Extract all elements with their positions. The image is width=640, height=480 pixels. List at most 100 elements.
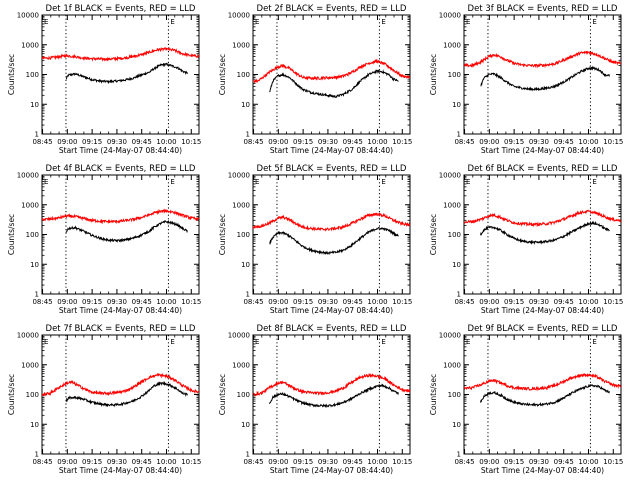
x-tick-label: 09:30 bbox=[107, 298, 127, 306]
x-tick-label: 10:15 bbox=[603, 138, 623, 146]
x-tick-label: 09:45 bbox=[132, 458, 152, 466]
x-tick-label: 10:15 bbox=[603, 458, 623, 466]
y-tick-label: 10000 bbox=[439, 172, 461, 180]
x-tick-label: 09:00 bbox=[268, 458, 288, 466]
x-tick-label: 09:00 bbox=[479, 298, 499, 306]
x-tick-label: 09:00 bbox=[57, 298, 77, 306]
x-tick-label: 09:15 bbox=[293, 458, 313, 466]
x-tick-label: 10:00 bbox=[578, 138, 598, 146]
y-axis-label: Counts/sec bbox=[7, 54, 16, 95]
x-tick-label: 09:15 bbox=[504, 458, 524, 466]
events-series-line bbox=[65, 380, 188, 408]
y-tick-label: 10000 bbox=[228, 12, 250, 20]
events-series-line bbox=[480, 65, 610, 92]
x-axis-label: Start Time (24-May-07 08:44:40) bbox=[481, 306, 604, 315]
x-tick-label: 08:45 bbox=[32, 298, 52, 306]
y-tick-label: 10000 bbox=[17, 172, 39, 180]
y-tick-label: 10000 bbox=[17, 12, 39, 20]
x-tick-label: 08:45 bbox=[243, 138, 263, 146]
marker-label-end: E bbox=[170, 18, 174, 26]
x-tick-label: 09:15 bbox=[293, 138, 313, 146]
x-tick-label: 09:30 bbox=[107, 138, 127, 146]
x-tick-label: 09:30 bbox=[529, 458, 549, 466]
x-tick-label: 08:45 bbox=[32, 458, 52, 466]
y-tick-label: 100 bbox=[26, 71, 39, 79]
marker-label-end: E bbox=[592, 178, 596, 186]
panel-title: Det 1f BLACK = Events, RED = LLD bbox=[46, 4, 196, 14]
y-tick-label: 1000 bbox=[232, 361, 250, 369]
y-tick-label: 10000 bbox=[228, 332, 250, 340]
x-tick-label: 09:15 bbox=[293, 298, 313, 306]
y-tick-label: 1000 bbox=[443, 41, 461, 49]
y-tick-label: 10 bbox=[452, 101, 461, 109]
x-tick-label: 10:00 bbox=[367, 138, 387, 146]
x-tick-label: 08:45 bbox=[243, 298, 263, 306]
y-tick-label: 1 bbox=[246, 451, 250, 459]
y-tick-label: 1 bbox=[457, 451, 461, 459]
x-tick-label: 09:30 bbox=[529, 138, 549, 146]
lld-series-line bbox=[464, 209, 621, 228]
y-tick-label: 1000 bbox=[21, 201, 39, 209]
x-axis-label: Start Time (24-May-07 08:44:40) bbox=[59, 146, 182, 155]
y-tick-label: 10000 bbox=[17, 332, 39, 340]
panel-title: Det 4f BLACK = Events, RED = LLD bbox=[46, 164, 196, 174]
x-axis-label: Start Time (24-May-07 08:44:40) bbox=[481, 466, 604, 475]
marker-label-start: E bbox=[255, 18, 259, 26]
x-axis-label: Start Time (24-May-07 08:44:40) bbox=[59, 466, 182, 475]
y-tick-label: 1 bbox=[246, 131, 250, 139]
x-tick-label: 09:00 bbox=[268, 298, 288, 306]
y-tick-label: 100 bbox=[26, 391, 39, 399]
x-axis-label: Start Time (24-May-07 08:44:40) bbox=[270, 146, 393, 155]
y-tick-label: 1000 bbox=[21, 361, 39, 369]
y-axis-label: Counts/sec bbox=[7, 374, 16, 415]
y-axis-label: Counts/sec bbox=[429, 374, 438, 415]
x-tick-label: 09:00 bbox=[57, 138, 77, 146]
x-tick-label: 09:45 bbox=[132, 138, 152, 146]
x-tick-label: 10:15 bbox=[181, 458, 201, 466]
y-tick-label: 1000 bbox=[21, 41, 39, 49]
y-tick-label: 1 bbox=[246, 291, 250, 299]
y-axis-label: Counts/sec bbox=[218, 54, 227, 95]
x-tick-label: 10:15 bbox=[392, 298, 412, 306]
x-tick-label: 09:45 bbox=[554, 458, 574, 466]
y-tick-label: 100 bbox=[237, 231, 250, 239]
y-tick-label: 100 bbox=[26, 231, 39, 239]
y-tick-label: 100 bbox=[448, 71, 461, 79]
x-tick-label: 10:00 bbox=[578, 458, 598, 466]
x-tick-label: 10:00 bbox=[367, 458, 387, 466]
y-tick-label: 10 bbox=[241, 261, 250, 269]
y-tick-label: 10 bbox=[452, 261, 461, 269]
y-tick-label: 1 bbox=[35, 451, 39, 459]
y-tick-label: 1 bbox=[457, 131, 461, 139]
x-tick-label: 10:15 bbox=[603, 298, 623, 306]
marker-label-end: E bbox=[381, 178, 385, 186]
events-series-line bbox=[65, 219, 188, 243]
y-tick-label: 100 bbox=[448, 391, 461, 399]
lld-series-line bbox=[253, 58, 410, 84]
y-tick-label: 10000 bbox=[439, 332, 461, 340]
events-series-line bbox=[480, 383, 610, 407]
y-tick-label: 1000 bbox=[443, 201, 461, 209]
y-tick-label: 100 bbox=[448, 231, 461, 239]
marker-label-end: E bbox=[592, 18, 596, 26]
y-tick-label: 100 bbox=[237, 71, 250, 79]
x-tick-label: 09:45 bbox=[343, 458, 363, 466]
plot-panel-9: Det 9f BLACK = Events, RED = LLD 1 10 100 10… bbox=[429, 324, 623, 475]
plot-panel-1: Det 1f BLACK = Events, RED = LLD 1 10 100 10… bbox=[7, 4, 201, 155]
y-axis-label: Counts/sec bbox=[218, 214, 227, 255]
x-tick-label: 10:15 bbox=[392, 138, 412, 146]
y-tick-label: 10000 bbox=[228, 172, 250, 180]
lld-series-line bbox=[253, 372, 410, 397]
marker-label-end: E bbox=[170, 338, 174, 346]
y-tick-label: 1 bbox=[457, 291, 461, 299]
marker-label-start: E bbox=[466, 18, 470, 26]
x-tick-label: 09:45 bbox=[132, 298, 152, 306]
plot-panel-6: Det 6f BLACK = Events, RED = LLD 1 10 100 10… bbox=[429, 164, 623, 315]
x-tick-label: 09:00 bbox=[479, 138, 499, 146]
x-tick-label: 09:15 bbox=[504, 298, 524, 306]
y-tick-label: 10 bbox=[452, 421, 461, 429]
panel-title: Det 9f BLACK = Events, RED = LLD bbox=[468, 324, 618, 334]
y-tick-label: 10 bbox=[241, 101, 250, 109]
plot-panel-7: Det 7f BLACK = Events, RED = LLD 1 10 100 10… bbox=[7, 324, 201, 475]
x-axis-label: Start Time (24-May-07 08:44:40) bbox=[59, 306, 182, 315]
